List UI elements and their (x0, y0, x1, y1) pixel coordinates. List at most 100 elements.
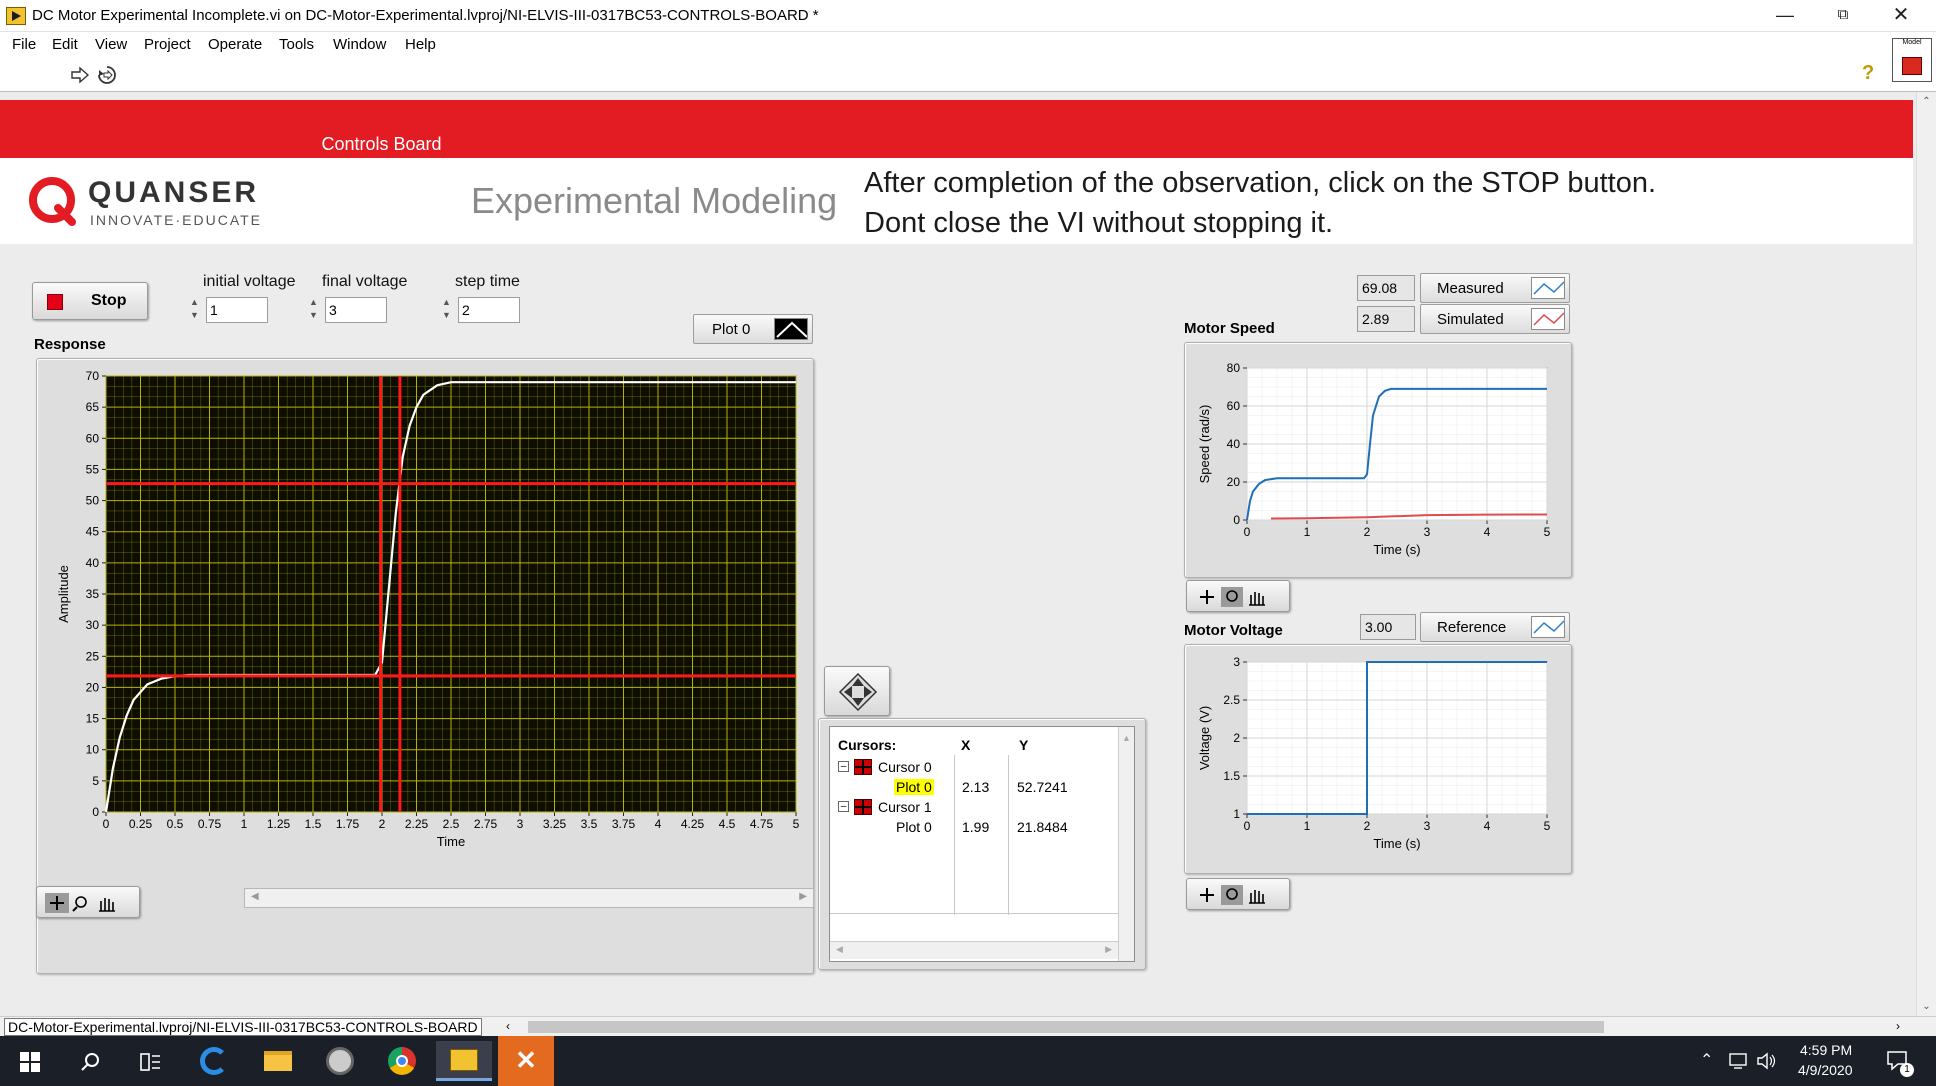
step-time-stepper[interactable]: ▲ ▼ (442, 297, 451, 320)
initial-voltage-stepper[interactable]: ▲ ▼ (190, 297, 199, 320)
menu-edit[interactable]: Edit (52, 36, 78, 53)
cursor-y-value[interactable]: 52.7241 (1017, 779, 1068, 795)
plot-legend[interactable]: Plot 0 (693, 314, 813, 344)
cursor-swatch-icon (854, 759, 872, 775)
scroll-left-icon[interactable]: ◀ (251, 891, 259, 902)
motor-voltage-label: Motor Voltage (1184, 622, 1283, 639)
cursor-y-value[interactable]: 21.8484 (1017, 819, 1068, 835)
menu-window[interactable]: Window (333, 36, 387, 53)
scroll-left-icon[interactable]: ‹ (506, 1019, 510, 1033)
final-voltage-stepper[interactable]: ▲ ▼ (309, 297, 318, 320)
xilinx-taskbar-icon[interactable]: ✕ (498, 1036, 554, 1086)
cursor-row[interactable]: – Cursor 0 Plot 0 2.13 52.7241 (830, 757, 1118, 799)
instruction-line-1: After completion of the observation, cli… (864, 167, 1657, 199)
scroll-right-icon[interactable]: ▶ (799, 891, 807, 902)
x-axis-label: Time (s) (1373, 836, 1420, 851)
restore-icon[interactable]: ⧉ (1837, 6, 1849, 23)
cursor-x-value[interactable]: 1.99 (962, 819, 990, 835)
clock-date[interactable]: 4/9/2020 (1798, 1062, 1853, 1078)
stop-button[interactable]: Stop (32, 282, 148, 320)
reference-legend[interactable]: Reference (1420, 612, 1570, 642)
zoom-icon[interactable] (72, 896, 87, 912)
final-voltage-label: final voltage (322, 273, 408, 290)
response-graph-scrollbar[interactable]: ◀ ▶ (244, 888, 814, 908)
zoom-icon[interactable] (1221, 885, 1243, 905)
project-path: DC-Motor-Experimental.lvproj/NI-ELVIS-II… (4, 1018, 482, 1036)
final-voltage-input[interactable]: 3 (325, 297, 387, 323)
instruction-line-2: Dont close the VI without stopping it. (864, 207, 1334, 239)
windows-start-icon[interactable] (20, 1052, 40, 1072)
response-graph[interactable]: 0 0.25 0.5 0.75 1 1.25 1.5 1.75 2 2.25 2.5 2.75 3 3.2… (36, 358, 814, 974)
zoom-icon[interactable] (1221, 587, 1243, 607)
file-explorer-icon[interactable] (250, 1041, 306, 1081)
header-bar-label: Controls Board (321, 134, 442, 154)
y-axis-label: Amplitude (56, 565, 71, 623)
x-tick-label: 2.5 (443, 817, 460, 831)
cursor-legend-hscroll[interactable]: ◀ ▶ (830, 941, 1118, 959)
menu-help[interactable]: Help (405, 36, 436, 53)
cursor-move-icon[interactable] (1200, 888, 1214, 902)
scroll-up-icon[interactable]: ⌃ (1922, 96, 1931, 107)
y-axis-label: Speed (rad/s) (1197, 405, 1212, 484)
search-icon[interactable] (80, 1052, 100, 1072)
cursor-move-icon[interactable] (1200, 590, 1214, 604)
y-tick-label: 1.5 (1223, 769, 1240, 783)
menu-bar: File Edit View Project Operate Tools Win… (0, 32, 1936, 58)
cursor-row[interactable]: – Cursor 1 Plot 0 1.99 21.8484 (830, 797, 1118, 839)
y-tick-label: 40 (86, 556, 100, 570)
y-tick-label: 2 (1233, 731, 1240, 745)
labview-taskbar-icon[interactable] (436, 1041, 492, 1081)
cursor-legend-vscroll[interactable]: ▲ (1118, 727, 1134, 961)
cursor-x-value[interactable]: 2.13 (962, 779, 990, 795)
pan-hand-icon[interactable] (1249, 592, 1265, 606)
x-axis-label: Time (s) (1373, 542, 1420, 557)
cursor-move-icon[interactable] (45, 893, 69, 913)
menu-operate[interactable]: Operate (208, 36, 263, 53)
simulated-legend[interactable]: Simulated (1420, 304, 1570, 334)
scroll-right-icon[interactable]: › (1896, 1019, 1900, 1033)
pan-hand-icon[interactable] (1249, 890, 1265, 904)
cursor-movement-button[interactable] (824, 666, 890, 716)
notification-count: 1 (1900, 1063, 1914, 1077)
collapse-icon[interactable]: – (838, 801, 849, 812)
x-tick-label: 5 (793, 817, 800, 831)
x-tick-label: 3.75 (612, 817, 636, 831)
response-graph-palette (36, 886, 140, 918)
chrome-icon[interactable] (374, 1041, 430, 1081)
task-view-icon[interactable] (140, 1052, 162, 1072)
menu-project[interactable]: Project (144, 36, 191, 53)
quanser-logo-icon (29, 177, 76, 226)
app-circle-icon[interactable] (312, 1041, 368, 1081)
scroll-down-icon[interactable]: ⌄ (1922, 1001, 1931, 1012)
close-icon[interactable]: ✕ (1892, 4, 1910, 26)
system-tray: ⌃ 4:59 PM 4/9/2020 1 (1700, 1036, 1936, 1086)
minimize-icon[interactable]: — (1776, 5, 1794, 25)
menu-tools[interactable]: Tools (279, 36, 315, 53)
run-arrow-icon[interactable] (70, 66, 90, 84)
menu-view[interactable]: View (95, 36, 128, 53)
collapse-icon[interactable]: – (838, 761, 849, 772)
horizontal-scroll-thumb[interactable] (528, 1021, 1604, 1033)
y-tick-label: 40 (1227, 437, 1241, 451)
y-tick-label: 65 (86, 400, 100, 414)
initial-voltage-input[interactable]: 1 (206, 297, 268, 323)
volume-icon[interactable] (1756, 1052, 1778, 1070)
x-tick-label: 2.25 (405, 817, 429, 831)
front-panel: Controls Board QUANSER INNOVATE·EDUCATE … (0, 92, 1916, 1016)
panel-vscroll[interactable]: ⌃ ⌄ (1916, 92, 1936, 1016)
edge-browser-icon[interactable] (186, 1041, 242, 1081)
run-continuously-icon[interactable] (96, 64, 118, 86)
network-icon[interactable] (1728, 1052, 1748, 1070)
notification-icon[interactable] (1886, 1050, 1910, 1072)
tray-chevron-icon[interactable]: ⌃ (1700, 1052, 1714, 1069)
plot-legend-label: Plot 0 (712, 321, 751, 338)
step-time-input[interactable]: 2 (458, 297, 520, 323)
context-help-icon[interactable]: ? (1862, 62, 1875, 84)
motor-speed-graph[interactable]: 0 1 2 3 4 5 80 60 40 20 0 Time (s) Speed (rad/s) (1184, 342, 1572, 578)
clock-time[interactable]: 4:59 PM (1800, 1042, 1853, 1058)
x-tick-label: 4 (1484, 525, 1491, 539)
menu-file[interactable]: File (12, 36, 37, 53)
measured-legend[interactable]: Measured (1420, 273, 1570, 303)
pan-hand-icon[interactable] (99, 898, 115, 912)
